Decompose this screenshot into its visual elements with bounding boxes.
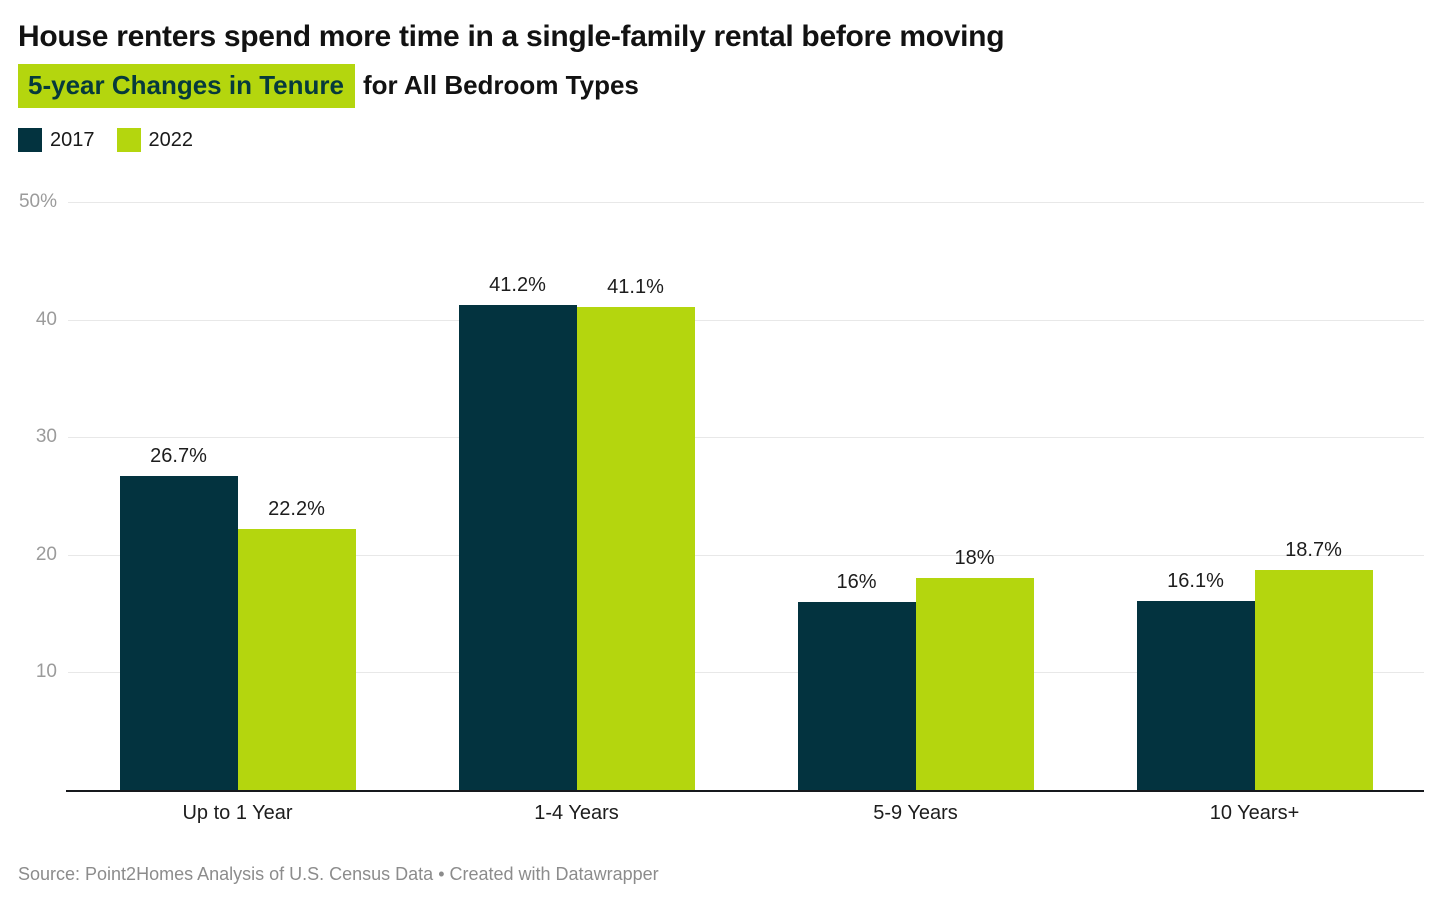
bar-2017-1-4-years[interactable] <box>458 305 577 790</box>
source-note: Source: Point2Homes Analysis of U.S. Cen… <box>18 864 659 884</box>
legend-swatch-2022 <box>116 128 141 152</box>
value-label-2017-10-years: 16.1% <box>1167 569 1224 592</box>
bar-2022-up-to-1-year[interactable] <box>237 528 356 790</box>
value-label-2022-up-to-1-year: 22.2% <box>268 497 325 520</box>
legend-item-2022: 2022 <box>116 128 194 152</box>
x-tick-label-1-4-years: 1-4 Years <box>534 802 619 824</box>
bar-2017-up-to-1-year[interactable] <box>119 476 238 790</box>
y-tick-label-20: 20 <box>35 543 57 565</box>
bar-2017-10-years[interactable] <box>1136 600 1255 790</box>
legend: 2017 2022 <box>18 128 193 152</box>
gridline-30 <box>68 437 1424 439</box>
legend-item-2017: 2017 <box>18 128 95 152</box>
gridline-20 <box>68 554 1424 556</box>
subtitle-highlight: 5-year Changes in Tenure <box>18 64 355 108</box>
bar-2022-5-9-years[interactable] <box>915 578 1034 790</box>
gridline-10 <box>68 672 1424 674</box>
y-tick-label-30: 30 <box>35 426 57 448</box>
x-tick-label-5-9-years: 5-9 Years <box>873 802 958 824</box>
value-label-2017-up-to-1-year: 26.7% <box>150 445 207 467</box>
value-label-2017-5-9-years: 16% <box>836 570 877 593</box>
legend-label-2022: 2022 <box>148 128 194 151</box>
value-label-2017-1-4-years: 41.2% <box>489 274 546 297</box>
x-tick-label-up-to-1-year: Up to 1 Year <box>182 802 293 824</box>
gridline-40 <box>68 319 1424 321</box>
bar-2022-1-4-years[interactable] <box>576 306 695 790</box>
bar-2017-5-9-years[interactable] <box>797 601 916 790</box>
y-tick-label-10: 10 <box>35 661 57 683</box>
value-label-2022-5-9-years: 18% <box>954 547 995 570</box>
y-tick-label-40: 40 <box>35 308 57 330</box>
x-axis-line <box>66 790 1424 792</box>
x-tick-label-10-years: 10 Years+ <box>1209 802 1300 824</box>
legend-swatch-2017 <box>18 128 42 152</box>
bar-2022-10-years[interactable] <box>1254 570 1373 790</box>
chart-title: House renters spend more time in a singl… <box>18 20 1005 53</box>
y-tick-label-50: 50% <box>18 191 57 212</box>
value-label-2022-10-years: 18.7% <box>1285 539 1342 562</box>
gridline-50 <box>68 202 1424 203</box>
chart-subtitle: 5-year Changes in Tenure for All Bedroom … <box>18 64 639 108</box>
value-label-2022-1-4-years: 41.1% <box>607 275 664 298</box>
subtitle-rest: for All Bedroom Types <box>362 70 639 100</box>
legend-label-2017: 2017 <box>50 128 95 151</box>
